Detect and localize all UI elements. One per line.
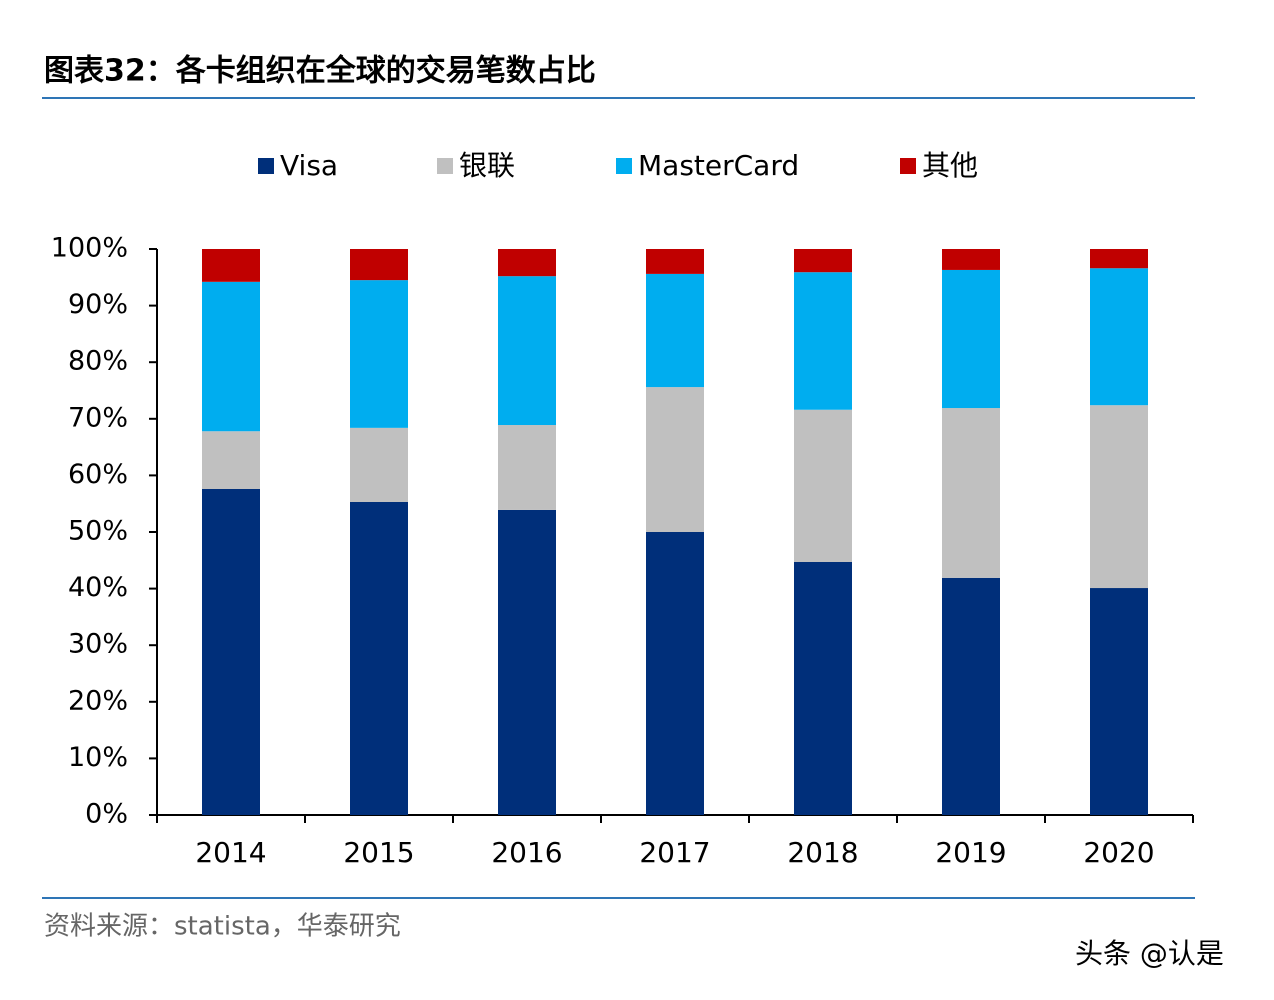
legend-label: Visa	[280, 149, 338, 182]
y-tick-label: 40%	[68, 572, 128, 603]
bar-segment	[498, 276, 556, 426]
bar-segment	[350, 427, 408, 503]
y-tick-label: 60%	[68, 459, 128, 490]
y-tick-label: 90%	[68, 289, 128, 320]
legend-label: 其他	[922, 149, 978, 182]
x-tick-label: 2020	[1083, 836, 1154, 869]
y-tick-label: 20%	[68, 685, 128, 716]
bar-segment	[498, 509, 556, 815]
y-tick-label: 0%	[85, 799, 128, 830]
chart-title: 图表32：各卡组织在全球的交易笔数占比	[44, 54, 596, 89]
bar-segment	[942, 269, 1000, 409]
bar-segment	[350, 280, 408, 428]
y-tick-label: 70%	[68, 402, 128, 433]
x-tick-label: 2016	[491, 836, 562, 869]
bar-segment	[350, 249, 408, 281]
bar-segment	[1090, 588, 1148, 815]
legend-swatch	[616, 158, 632, 174]
bar-segment	[646, 249, 704, 274]
bar-segment	[646, 387, 704, 532]
bar-segment	[942, 249, 1000, 270]
bar-segment	[1090, 405, 1148, 589]
bar-segment	[202, 431, 260, 489]
bar-segment	[350, 502, 408, 815]
x-tick-label: 2014	[195, 836, 266, 869]
bar-segment	[794, 409, 852, 562]
legend-swatch	[258, 158, 274, 174]
bar-segment	[202, 281, 260, 432]
legend-swatch	[437, 158, 453, 174]
x-tick-label: 2018	[787, 836, 858, 869]
bar-segment	[498, 249, 556, 277]
legend-label: MasterCard	[638, 149, 799, 182]
bar-segment	[1090, 249, 1148, 269]
bar-segment	[794, 272, 852, 410]
watermark: 头条 @认是	[1075, 937, 1224, 970]
y-tick-label: 80%	[68, 346, 128, 377]
bar-segment	[202, 249, 260, 282]
bar-segment	[646, 532, 704, 815]
bar-segment	[942, 408, 1000, 578]
x-tick-label: 2017	[639, 836, 710, 869]
y-tick-label: 30%	[68, 629, 128, 660]
legend-label: 银联	[459, 149, 515, 182]
y-tick-label: 10%	[68, 742, 128, 773]
bar-segment	[498, 425, 556, 510]
x-tick-label: 2019	[935, 836, 1006, 869]
y-tick-label: 100%	[51, 233, 128, 264]
legend-swatch	[900, 158, 916, 174]
x-tick-label: 2015	[343, 836, 414, 869]
bar-segment	[942, 577, 1000, 815]
bar-segment	[794, 249, 852, 273]
bar-segment	[646, 273, 704, 388]
y-tick-label: 50%	[68, 516, 128, 547]
source-note: 资料来源：statista，华泰研究	[44, 912, 401, 942]
bar-segment	[1090, 268, 1148, 406]
bar-segment	[794, 561, 852, 815]
bar-segment	[202, 488, 260, 815]
